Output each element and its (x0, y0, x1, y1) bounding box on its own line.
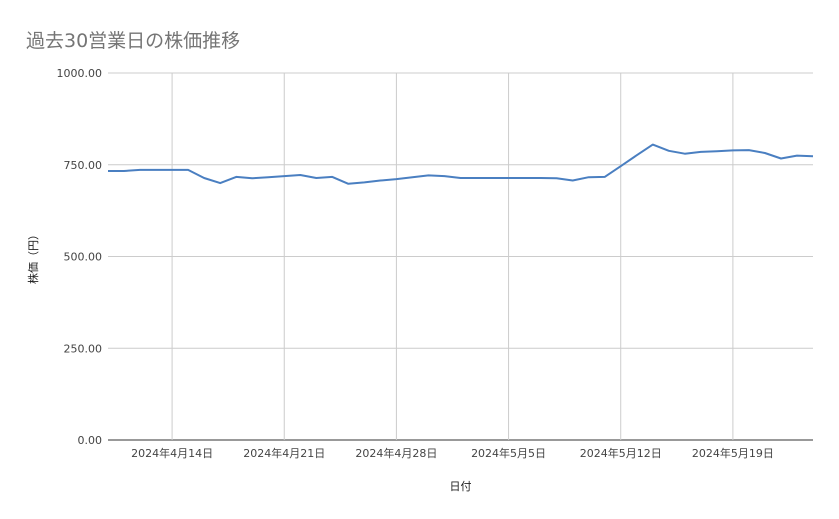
x-tick-label: 2024年4月21日 (243, 446, 325, 460)
y-tick-label: 750.00 (64, 159, 103, 172)
y-tick-label: 0.00 (78, 434, 103, 447)
x-tick-label: 2024年5月5日 (471, 446, 546, 460)
x-tick-label: 2024年4月14日 (131, 446, 213, 460)
y-tick-label: 250.00 (64, 342, 103, 355)
x-tick-label: 2024年5月12日 (580, 446, 662, 460)
y-tick-label: 500.00 (64, 251, 103, 264)
x-axis-label: 日付 (450, 480, 472, 493)
y-axis-label: 株価（円） (26, 229, 40, 284)
x-tick-label: 2024年4月28日 (355, 446, 437, 460)
x-tick-label: 2024年5月19日 (692, 446, 774, 460)
chart-title: 過去30営業日の株価推移 (26, 30, 241, 52)
y-tick-label: 1000.00 (57, 67, 103, 80)
series-line (108, 143, 814, 185)
